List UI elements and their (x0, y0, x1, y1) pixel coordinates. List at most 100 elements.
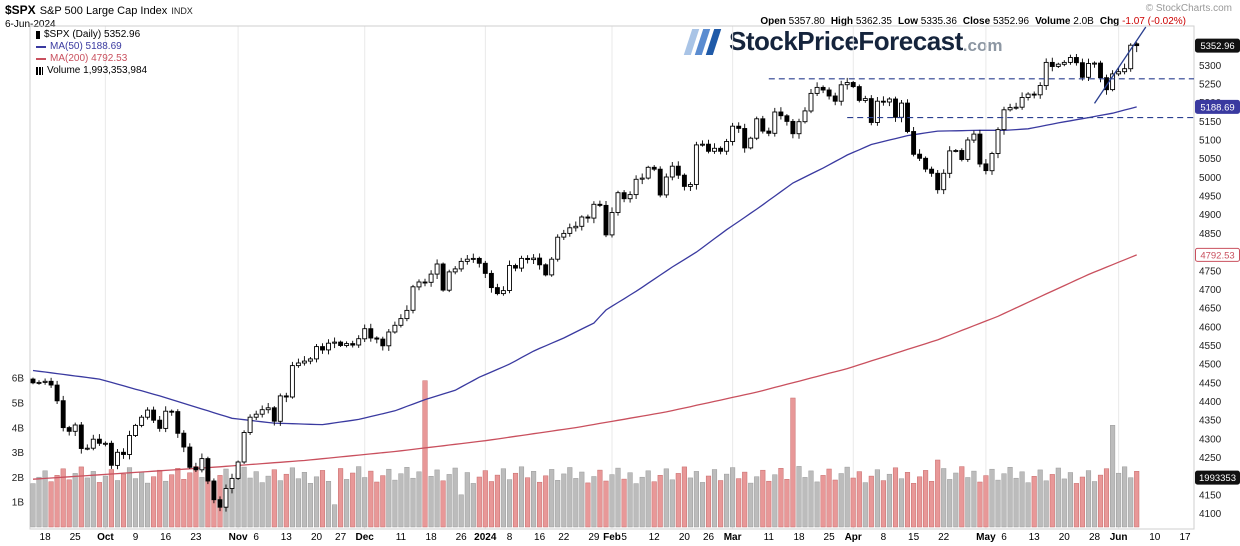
volume-value-badge: 1993353 (1195, 470, 1240, 485)
instrument-title: $SPX S&P 500 Large Cap Index INDX (5, 3, 193, 18)
svg-text:25: 25 (824, 532, 836, 543)
close-value: 5352.96 (992, 16, 1030, 27)
svg-text:20: 20 (311, 532, 323, 543)
svg-text:4600: 4600 (1199, 322, 1222, 333)
ma50-line-icon (36, 46, 46, 48)
close-label: Close (962, 16, 991, 27)
svg-text:Feb: Feb (603, 532, 621, 543)
svg-text:13: 13 (1029, 532, 1041, 543)
svg-text:4950: 4950 (1199, 192, 1222, 203)
svg-text:8: 8 (881, 532, 887, 543)
volume-layer (30, 380, 1140, 528)
legend-ma50-label: MA(50) 5188.69 (50, 41, 122, 52)
grid-layer (29, 25, 1195, 530)
ma200-value-badge: 4792.53 (1195, 247, 1240, 262)
svg-text:4500: 4500 (1199, 360, 1222, 371)
svg-text:6: 6 (1001, 532, 1007, 543)
svg-text:10: 10 (1149, 532, 1161, 543)
svg-text:11: 11 (764, 532, 775, 543)
svg-text:4550: 4550 (1199, 341, 1222, 352)
svg-text:20: 20 (1059, 532, 1071, 543)
legend-spx-label: $SPX (Daily) 5352.96 (44, 29, 141, 40)
watermark-logo: StockPriceForecast .com (683, 26, 1002, 57)
svg-text:5150: 5150 (1199, 117, 1222, 128)
svg-text:Mar: Mar (724, 532, 742, 543)
symbol-label: $SPX (5, 3, 36, 17)
open-value: 5357.80 (788, 16, 825, 27)
svg-text:15: 15 (908, 532, 920, 543)
svg-text:4700: 4700 (1199, 285, 1222, 296)
legend-ma200: MA(200) 4792.53 (36, 53, 147, 65)
legend-spx: $SPX (Daily) 5352.96 (36, 29, 147, 41)
chart-date: 6-Jun-2024 (5, 19, 56, 30)
exchange-label: INDX (171, 6, 193, 16)
svg-text:5352.96: 5352.96 (1200, 41, 1234, 52)
svg-text:4850: 4850 (1199, 229, 1222, 240)
svg-text:Jun: Jun (1110, 532, 1128, 543)
svg-text:1993353: 1993353 (1199, 473, 1236, 484)
legend-ma50: MA(50) 5188.69 (36, 41, 147, 53)
svg-text:4B: 4B (12, 423, 25, 434)
svg-text:4250: 4250 (1199, 453, 1222, 464)
svg-text:4100: 4100 (1199, 509, 1222, 520)
high-label: High (830, 16, 854, 27)
chg-value: -1.07 (-0.02%) (1122, 16, 1186, 27)
svg-text:4400: 4400 (1199, 397, 1222, 408)
svg-text:4150: 4150 (1199, 490, 1222, 501)
svg-text:6B: 6B (12, 374, 25, 385)
legend-ma200-label: MA(200) 4792.53 (50, 53, 128, 64)
svg-text:11: 11 (396, 532, 407, 543)
copyright-label: © StockCharts.com (1145, 3, 1232, 14)
svg-text:2024: 2024 (474, 532, 497, 543)
svg-text:5: 5 (621, 532, 627, 543)
candles-layer (30, 42, 1140, 512)
svg-text:1B: 1B (12, 498, 25, 509)
low-label: Low (897, 16, 918, 27)
svg-text:5000: 5000 (1199, 173, 1222, 184)
svg-text:22: 22 (558, 532, 570, 543)
svg-text:4792.53: 4792.53 (1200, 250, 1234, 261)
watermark-brand: StockPriceForecast (729, 26, 963, 56)
svg-text:4900: 4900 (1199, 210, 1222, 221)
low-value: 5335.36 (920, 16, 957, 27)
svg-text:22: 22 (938, 532, 950, 543)
ma50-value-badge: 5188.69 (1195, 99, 1240, 114)
svg-text:9: 9 (133, 532, 139, 543)
svg-text:6: 6 (253, 532, 259, 543)
svg-text:29: 29 (588, 532, 600, 543)
svg-text:4450: 4450 (1199, 378, 1222, 389)
svg-text:16: 16 (534, 532, 546, 543)
ma200-line-icon (36, 58, 46, 60)
svg-text:18: 18 (426, 532, 438, 543)
svg-text:5188.69: 5188.69 (1200, 102, 1234, 113)
axis-labels-layer: 4100415042004250430043504400445045004550… (12, 61, 1222, 543)
chg-label: Chg (1099, 16, 1120, 27)
quote-line: Open 5357.80 High 5362.35 Low 5335.36 Close… (760, 15, 1186, 28)
last-price-badge: 5352.96 (1195, 38, 1240, 53)
svg-text:2B: 2B (12, 473, 25, 484)
chart-legend: $SPX (Daily) 5352.96 MA(50) 5188.69 MA(2… (36, 29, 147, 77)
ma-layer (32, 106, 1137, 480)
svg-text:16: 16 (160, 532, 172, 543)
legend-volume: Volume 1,993,353,984 (36, 65, 147, 77)
volume-label: Volume (1035, 16, 1071, 27)
svg-text:4350: 4350 (1199, 416, 1222, 427)
svg-text:26: 26 (456, 532, 468, 543)
svg-text:4650: 4650 (1199, 304, 1222, 315)
index-name: S&P 500 Large Cap Index (39, 5, 168, 17)
svg-text:17: 17 (1179, 532, 1191, 543)
svg-text:25: 25 (70, 532, 82, 543)
svg-text:Oct: Oct (97, 532, 114, 543)
annotations-layer (768, 26, 1194, 119)
svg-text:20: 20 (679, 532, 691, 543)
svg-text:18: 18 (793, 532, 805, 543)
svg-text:4300: 4300 (1199, 434, 1222, 445)
header-right: © StockCharts.com Open 5357.80 High 5362.… (760, 2, 1232, 28)
high-value: 5362.35 (855, 16, 892, 27)
svg-text:27: 27 (335, 532, 347, 543)
header-left: $SPX S&P 500 Large Cap Index INDX 6-Jun-20… (5, 3, 193, 31)
svg-text:28: 28 (1089, 532, 1101, 543)
svg-text:Apr: Apr (845, 532, 862, 543)
svg-text:3B: 3B (12, 448, 25, 459)
